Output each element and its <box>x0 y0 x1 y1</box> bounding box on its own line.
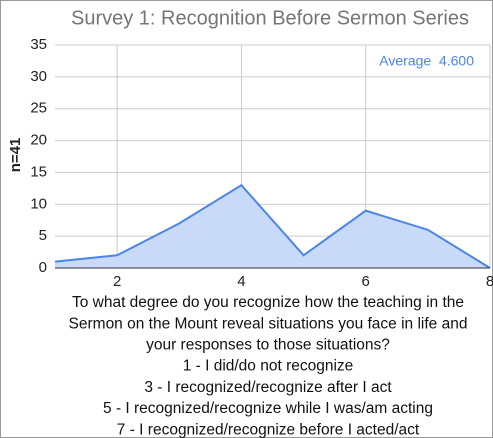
y-tick-label: 35 <box>30 36 47 53</box>
x-axis-label: 7 - I recognized/recognize before I acte… <box>117 421 420 438</box>
x-axis-label: Sermon on the Mount reveal situations yo… <box>69 315 468 332</box>
y-tick-label: 20 <box>30 132 47 149</box>
x-axis-label: 3 - I recognized/recognize after I act <box>144 379 392 396</box>
x-axis-label: To what degree do you recognize how the … <box>72 294 464 311</box>
annotation: Average 4.600 <box>379 53 474 69</box>
y-axis-label: n=41 <box>7 138 24 173</box>
area <box>55 185 490 268</box>
x-axis-label: 1 - I did/do not recognize <box>183 358 354 375</box>
x-axis-label: 5 - I recognized/recognize while I was/a… <box>103 400 433 417</box>
chart-title: Survey 1: Recognition Before Sermon Seri… <box>71 7 469 29</box>
x-tick-label: 6 <box>362 273 370 290</box>
y-tick-label: 10 <box>30 195 47 212</box>
y-tick-label: 15 <box>30 163 47 180</box>
y-tick-label: 5 <box>39 227 47 244</box>
x-tick-label: 2 <box>113 273 121 290</box>
x-tick-label: 4 <box>237 273 245 290</box>
line <box>54 183 491 269</box>
x-tick-label: 8 <box>486 273 493 290</box>
y-tick-label: 25 <box>30 100 47 117</box>
y-tick-label: 30 <box>30 68 47 85</box>
y-tick-label: 0 <box>39 259 47 276</box>
x-axis-label: your responses to those situations? <box>146 336 390 353</box>
